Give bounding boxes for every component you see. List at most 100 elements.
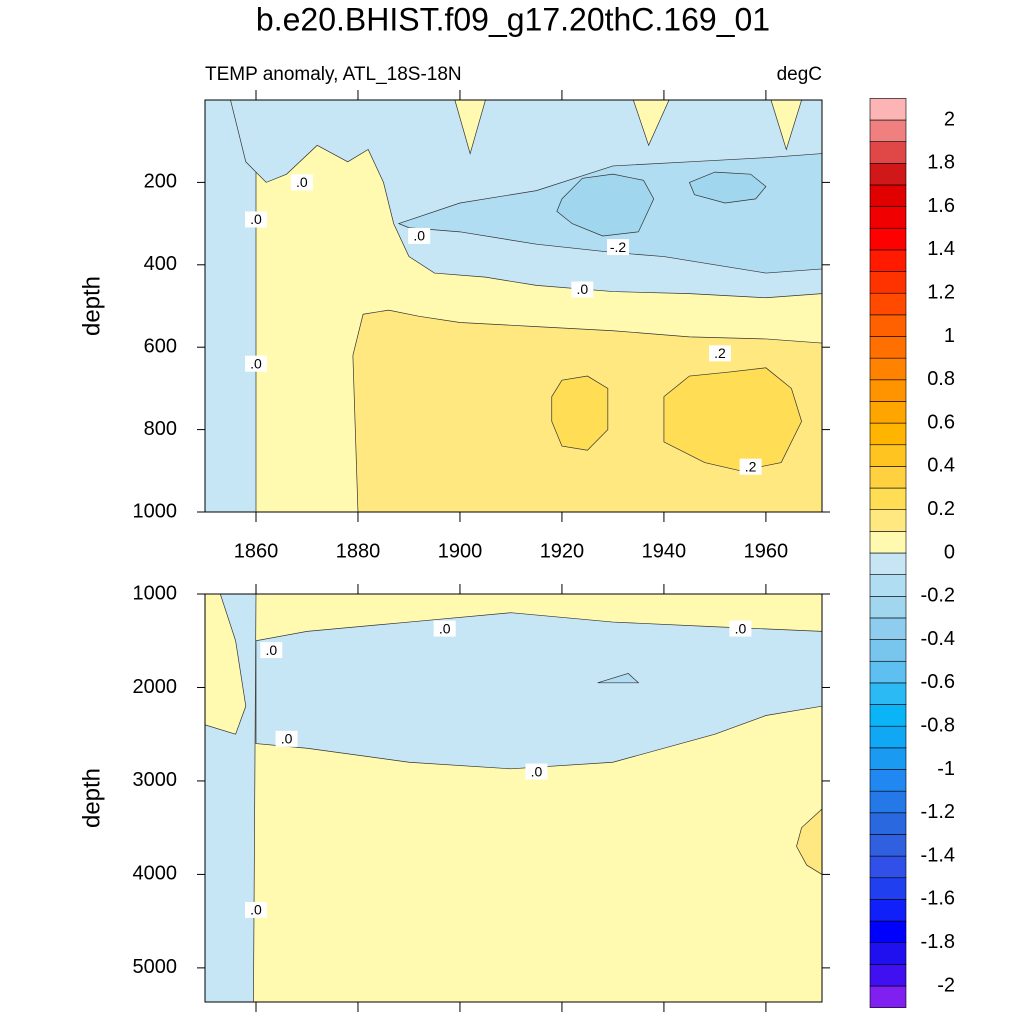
- colorbar-box: [869, 249, 907, 272]
- colorbar-label: -1.4: [921, 844, 955, 866]
- colorbar-label: -2: [937, 974, 955, 996]
- contour-label: .0: [531, 763, 543, 779]
- contour-label: .2: [714, 345, 726, 361]
- y-axis-label: depth: [78, 276, 105, 336]
- plot-area: [205, 594, 822, 1002]
- contour-label-bg: [525, 763, 548, 780]
- colorbar-box: [869, 877, 907, 900]
- colorbar-label: 2: [944, 108, 955, 130]
- contour-region: [255, 612, 822, 770]
- colorbar-label: 1.2: [927, 281, 955, 303]
- contour-label-bg: [729, 620, 752, 637]
- plot-area: [205, 100, 822, 512]
- colorbar-box: [869, 163, 907, 186]
- contour-label: .0: [439, 620, 451, 636]
- colorbar-label: 0.2: [927, 498, 955, 520]
- contour-region: [556, 173, 655, 237]
- contour-label: .0: [576, 281, 588, 297]
- x-tick-label: 1900: [438, 540, 483, 562]
- contour-label: -.2: [610, 239, 627, 255]
- contour-region: [688, 171, 767, 204]
- colorbar-box: [869, 227, 907, 251]
- colorbar-box: [869, 98, 907, 121]
- contour-label: .0: [250, 902, 262, 918]
- contour-label-bg: [244, 355, 267, 372]
- colorbar-box: [869, 292, 907, 316]
- colorbar-label: 1.6: [927, 195, 955, 217]
- contour-region: [205, 100, 257, 512]
- colorbar-box: [869, 379, 907, 402]
- contour-region: [663, 367, 802, 472]
- colorbar-box: [869, 899, 907, 922]
- y-tick-label: 3000: [133, 769, 178, 791]
- colorbar-label: 1.4: [927, 238, 955, 260]
- colorbar-box: [869, 552, 907, 575]
- colorbar-box: [869, 942, 907, 965]
- colorbar-box: [869, 790, 907, 814]
- contour-label-bg: [433, 620, 456, 637]
- contour-label: .0: [413, 228, 425, 244]
- subtitle-right: degC: [777, 64, 822, 85]
- colorbar-box: [869, 747, 907, 770]
- y-tick-label: 1000: [133, 500, 178, 522]
- y-tick-label: 4000: [133, 863, 178, 885]
- colorbar-box: [869, 639, 907, 662]
- x-tick-label: 1940: [642, 540, 687, 562]
- colorbar-label: -0.2: [921, 585, 955, 607]
- colorbar-label: -0.8: [921, 714, 955, 736]
- contour-label: .0: [296, 174, 308, 190]
- contour-label-bg: [571, 281, 594, 298]
- colorbar-box: [869, 812, 907, 835]
- plot-frame: [204, 593, 823, 1003]
- colorbar-box: [869, 422, 907, 446]
- colorbar-box: [869, 704, 907, 727]
- colorbar-label: -0.6: [921, 671, 955, 693]
- contour-label-bg: [244, 211, 267, 228]
- contour-label-bg: [607, 239, 630, 256]
- contour-label-bg: [260, 642, 283, 659]
- colorbar-box: [869, 184, 907, 207]
- colorbar-box: [869, 531, 907, 554]
- contour-label: .0: [250, 355, 262, 371]
- contour-region: [551, 375, 609, 451]
- contour-label: .0: [735, 620, 747, 636]
- colorbar-box: [869, 119, 907, 142]
- contour-region: [632, 100, 670, 147]
- colorbar-label: 0: [944, 541, 955, 563]
- colorbar-box: [869, 141, 907, 164]
- colorbar-box: [869, 964, 907, 987]
- colorbar-label: 0.8: [927, 368, 955, 390]
- colorbar-box: [869, 314, 907, 337]
- y-axis-label: depth: [78, 768, 105, 828]
- contour-label-bg: [709, 345, 732, 362]
- contour-region: [454, 100, 486, 155]
- contour-region: [597, 673, 640, 684]
- colorbar-label: -0.4: [921, 628, 955, 650]
- colorbar-box: [869, 336, 907, 359]
- x-tick-label: 1860: [234, 540, 279, 562]
- colorbar-box: [869, 509, 907, 532]
- plot-frame: [204, 99, 823, 513]
- y-tick-label: 600: [144, 335, 177, 357]
- y-tick-label: 5000: [133, 956, 178, 978]
- y-tick-label: 400: [144, 253, 177, 275]
- colorbar-box: [869, 271, 907, 294]
- colorbar-box: [869, 855, 907, 879]
- contour-label: .0: [281, 731, 293, 747]
- y-tick-label: 200: [144, 171, 177, 193]
- colorbar-box: [869, 834, 907, 857]
- contour-label-bg: [290, 174, 313, 191]
- x-tick-label: 1960: [744, 540, 789, 562]
- chart-title: b.e20.BHIST.f09_g17.20thC.169_01: [256, 1, 770, 37]
- colorbar-box: [869, 682, 907, 705]
- colorbar-label: 1.8: [927, 152, 955, 174]
- colorbar-label: 0.4: [927, 455, 955, 477]
- colorbar-box: [869, 444, 907, 467]
- contour-region: [770, 100, 802, 151]
- colorbar-label: -1.6: [921, 888, 955, 910]
- y-tick-label: 800: [144, 418, 177, 440]
- colorbar-label: -1.2: [921, 801, 955, 823]
- colorbar-box: [869, 574, 907, 597]
